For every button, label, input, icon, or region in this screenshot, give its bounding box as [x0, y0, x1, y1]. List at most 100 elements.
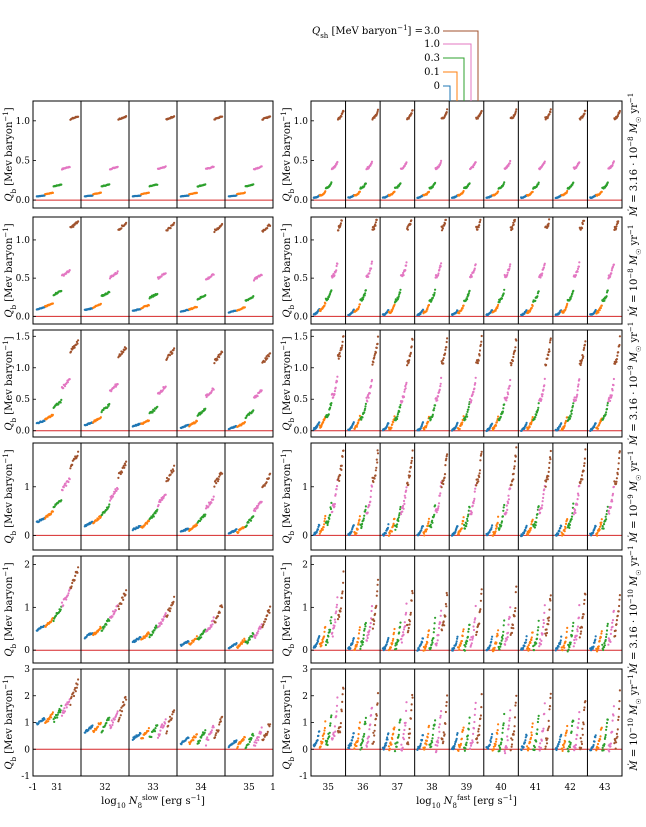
- marker-qsh-3: [369, 495, 372, 498]
- marker-qsh-2: [606, 289, 609, 292]
- marker-qsh-4: [269, 472, 272, 475]
- marker-qsh-4: [120, 471, 124, 474]
- marker-qsh-2: [363, 294, 366, 297]
- marker-qsh-3: [439, 382, 442, 385]
- marker-qsh-3: [470, 642, 473, 645]
- marker-qsh-2: [431, 296, 434, 299]
- marker-qsh-2: [605, 295, 608, 298]
- marker-qsh-4: [479, 599, 482, 602]
- marker-qsh-3: [402, 633, 405, 636]
- marker-qsh-2: [537, 290, 540, 293]
- marker-qsh-1: [566, 302, 569, 305]
- marker-qsh-4: [72, 225, 75, 228]
- marker-qsh-2: [156, 405, 159, 408]
- marker-qsh-4: [617, 462, 620, 465]
- marker-qsh-3: [506, 508, 509, 511]
- marker-qsh-4: [407, 483, 410, 486]
- marker-qsh-4: [218, 475, 221, 478]
- marker-qsh-4: [341, 590, 344, 593]
- marker-qsh-4: [547, 475, 550, 478]
- right-ytick-label: 1.5: [294, 332, 309, 342]
- marker-qsh-3: [577, 383, 580, 386]
- marker-qsh-0: [455, 640, 458, 643]
- marker-qsh-0: [557, 532, 560, 535]
- marker-qsh-2: [502, 624, 505, 627]
- marker-qsh-1: [390, 426, 393, 429]
- marker-qsh-4: [375, 594, 378, 597]
- marker-qsh-3: [573, 638, 576, 642]
- marker-qsh-0: [315, 531, 318, 534]
- marker-qsh-3: [504, 640, 507, 643]
- marker-qsh-3: [369, 622, 372, 625]
- marker-qsh-3: [507, 623, 510, 626]
- left-ytick-label: 1: [24, 603, 30, 613]
- marker-qsh-4: [616, 473, 619, 476]
- marker-qsh-3: [260, 274, 263, 277]
- marker-qsh-2: [399, 406, 402, 409]
- marker-qsh-1: [531, 304, 534, 307]
- marker-qsh-3: [509, 263, 512, 266]
- marker-qsh-1: [530, 523, 533, 526]
- marker-qsh-4: [73, 579, 76, 582]
- marker-qsh-1: [393, 517, 396, 520]
- marker-qsh-4: [122, 351, 125, 354]
- marker-qsh-4: [544, 632, 547, 635]
- marker-qsh-1: [322, 526, 325, 529]
- marker-qsh-3: [163, 615, 166, 618]
- marker-qsh-4: [441, 359, 444, 362]
- right-ylabel: Qb [Mev baryon−1]: [280, 223, 296, 317]
- marker-qsh-1: [240, 642, 244, 645]
- marker-qsh-2: [329, 622, 333, 625]
- marker-qsh-0: [594, 525, 597, 528]
- marker-qsh-2: [567, 648, 570, 651]
- marker-qsh-4: [445, 605, 448, 608]
- marker-qsh-3: [403, 494, 406, 497]
- marker-qsh-4: [548, 113, 551, 116]
- marker-qsh-1: [427, 522, 430, 525]
- marker-qsh-3: [610, 269, 613, 272]
- marker-qsh-3: [439, 621, 442, 624]
- marker-qsh-3: [370, 605, 374, 608]
- marker-qsh-4: [478, 469, 482, 472]
- marker-qsh-4: [513, 610, 517, 613]
- marker-qsh-4: [338, 479, 341, 482]
- marker-qsh-1: [324, 190, 327, 193]
- marker-qsh-2: [602, 648, 605, 652]
- marker-qsh-2: [466, 515, 469, 518]
- marker-qsh-4: [373, 619, 376, 623]
- marker-qsh-3: [506, 396, 509, 399]
- marker-qsh-2: [499, 415, 502, 418]
- marker-qsh-2: [247, 521, 250, 524]
- marker-qsh-4: [478, 349, 482, 352]
- marker-qsh-4: [547, 470, 550, 473]
- row-label: Ṁ = 10−9 M☉ yr−1: [627, 451, 643, 544]
- marker-qsh-4: [479, 218, 482, 221]
- marker-qsh-2: [535, 642, 538, 645]
- marker-qsh-4: [374, 224, 377, 227]
- marker-qsh-3: [469, 638, 472, 641]
- marker-qsh-3: [113, 491, 116, 494]
- marker-qsh-4: [372, 480, 375, 484]
- marker-qsh-0: [352, 524, 355, 527]
- marker-qsh-2: [466, 298, 469, 301]
- marker-qsh-3: [403, 164, 406, 167]
- marker-qsh-4: [580, 227, 584, 230]
- marker-qsh-4: [584, 593, 587, 596]
- marker-qsh-0: [316, 425, 319, 428]
- marker-qsh-4: [579, 482, 582, 485]
- marker-qsh-3: [509, 378, 512, 382]
- marker-qsh-2: [432, 637, 435, 640]
- marker-qsh-2: [398, 514, 401, 517]
- marker-qsh-3: [210, 389, 213, 392]
- marker-qsh-4: [261, 626, 264, 629]
- marker-qsh-4: [546, 357, 549, 360]
- marker-qsh-3: [470, 511, 473, 514]
- marker-qsh-3: [333, 505, 336, 508]
- marker-qsh-4: [513, 615, 516, 618]
- marker-qsh-4: [221, 606, 224, 609]
- marker-qsh-4: [376, 461, 379, 464]
- marker-qsh-4: [373, 477, 376, 480]
- marker-qsh-1: [423, 534, 426, 537]
- marker-qsh-4: [168, 354, 172, 357]
